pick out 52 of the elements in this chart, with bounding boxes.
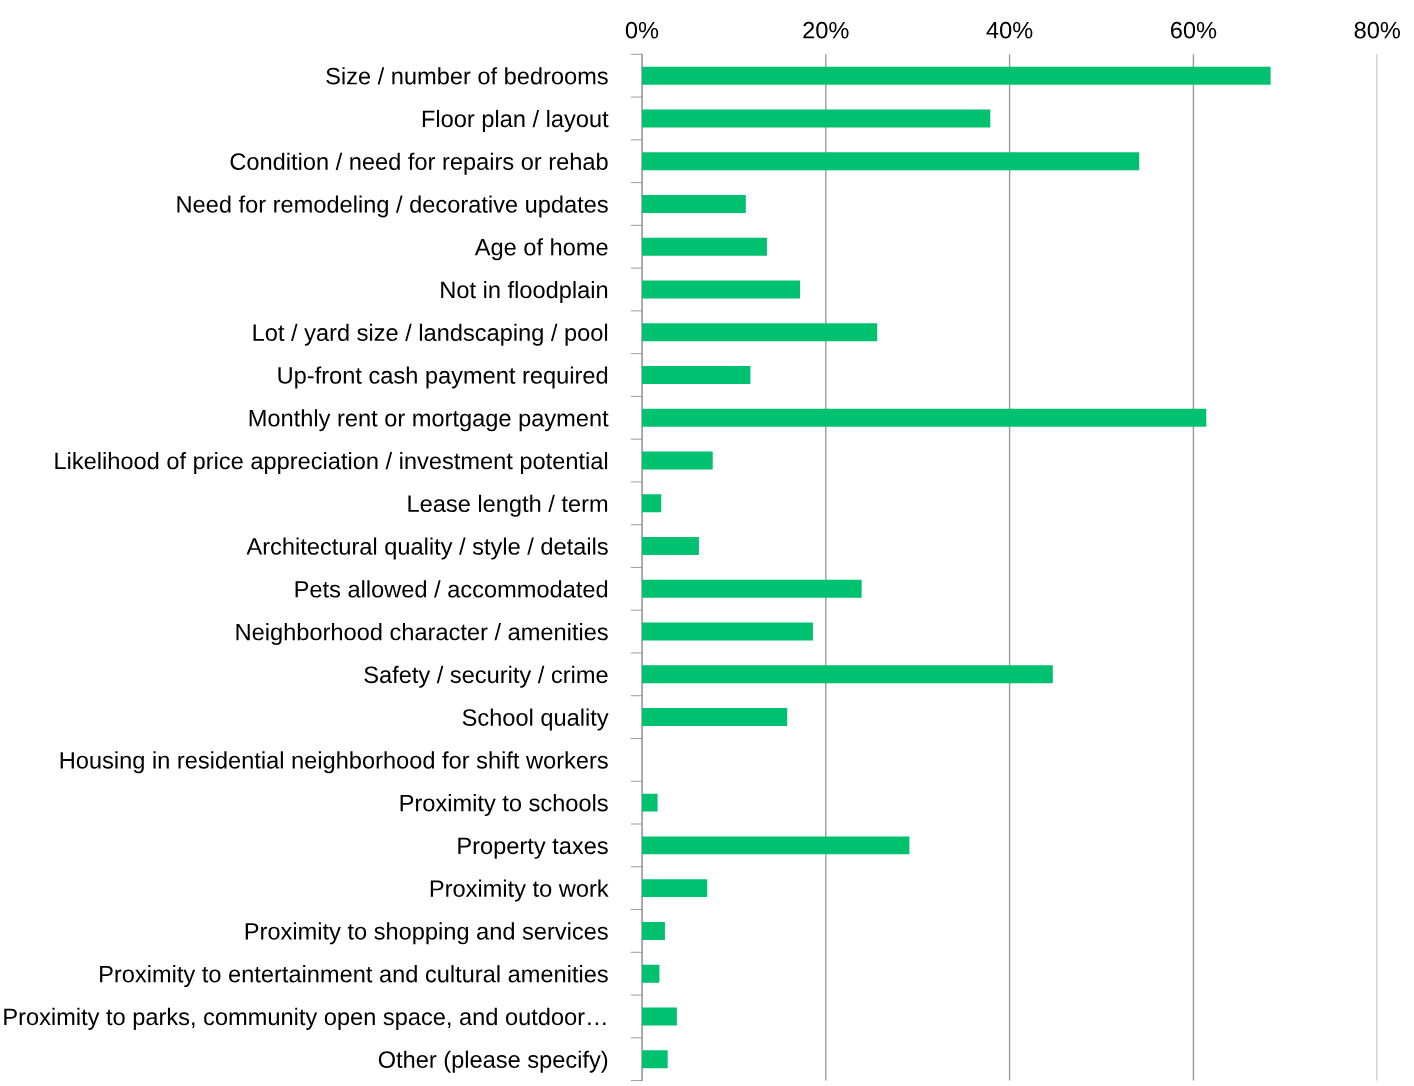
x-tick-label: 40% <box>986 21 1033 39</box>
y-tick-label: Proximity to schools <box>400 794 608 817</box>
x-tick-label: 0% <box>625 21 659 39</box>
bar <box>641 1050 668 1069</box>
bar <box>641 237 767 256</box>
y-tick-label: Lot / yard size / landscaping / pool <box>253 323 608 346</box>
y-tick-label: Not in floodplain <box>441 280 608 303</box>
y-tick-label: Age of home <box>474 238 608 261</box>
y-tick-label: Architectural quality / style / details <box>246 537 608 560</box>
y-tick-label: Other (please specify) <box>378 1050 608 1073</box>
y-tick-label: Neighborhood character / amenities <box>236 623 608 646</box>
bar <box>641 964 660 983</box>
bar <box>641 708 788 727</box>
bar <box>641 323 878 342</box>
y-tick-label: Pets allowed / accommodated <box>295 580 608 598</box>
y-tick-label: Proximity to shopping and services <box>245 922 608 945</box>
x-tick-label: 80% <box>1354 21 1401 39</box>
y-tick-label: School quality <box>462 708 609 731</box>
x-tick-label: 60% <box>1170 21 1217 39</box>
bar <box>641 152 1140 171</box>
y-tick-label: Up-front cash payment required <box>278 366 608 389</box>
y-tick-label: Need for remodeling / decorative updates <box>177 195 608 218</box>
bar <box>641 109 991 128</box>
bar <box>641 793 658 812</box>
bar <box>641 836 910 855</box>
bar <box>641 537 699 556</box>
bar <box>641 921 665 940</box>
bar <box>641 280 801 299</box>
y-tick-label: Proximity to entertainment and cultural amenities <box>100 965 608 988</box>
bar <box>641 579 862 598</box>
bar <box>641 66 1271 85</box>
bar <box>641 1007 677 1026</box>
y-tick-label: Property taxes <box>458 837 608 859</box>
y-tick-label: Condition / need for repairs or rehab <box>230 152 608 175</box>
y-tick-label: Size / number of bedrooms <box>326 67 608 85</box>
bar <box>641 366 751 384</box>
y-tick-label: Safety / security / crime <box>364 665 608 688</box>
bar <box>641 451 713 470</box>
y-tick-label: Floor plan / layout <box>422 109 609 132</box>
bar <box>641 494 662 513</box>
y-tick-label: Proximity to parks, community open space, and outdoor… <box>4 1007 606 1030</box>
y-tick-label: Monthly rent or mortgage payment <box>249 409 609 432</box>
bar <box>641 879 708 898</box>
y-tick-label: Proximity to work <box>430 879 609 902</box>
bar <box>641 194 746 213</box>
bar <box>641 665 1053 684</box>
y-tick-label: Lease length / term <box>408 494 608 517</box>
y-tick-label: Likelihood of price appreciation / investment potential <box>55 451 608 474</box>
bar <box>641 408 1207 427</box>
x-tick-label: 20% <box>803 21 849 39</box>
bar <box>641 622 813 641</box>
y-tick-label: Housing in residential neighborhood for shift workers <box>60 751 608 774</box>
